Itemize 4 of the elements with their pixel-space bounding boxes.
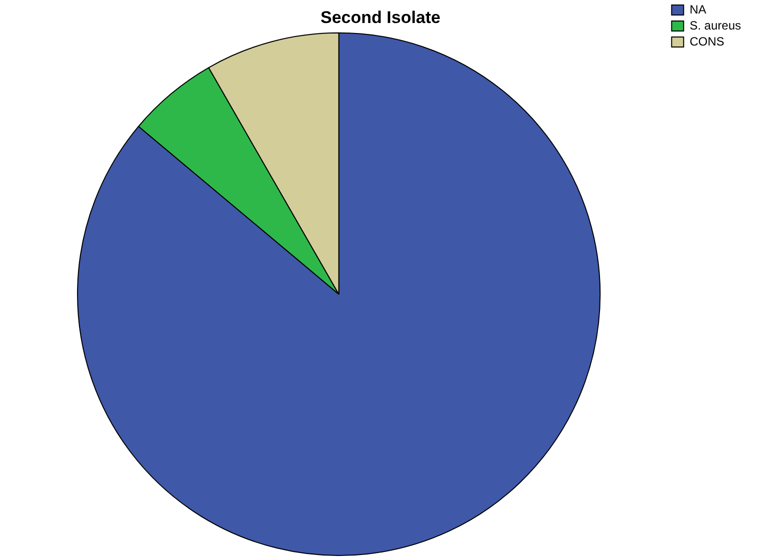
chart-title: Second Isolate bbox=[320, 8, 440, 27]
legend-label: NA bbox=[690, 2, 706, 16]
legend-label: S. aureus bbox=[690, 18, 742, 32]
legend-label: CONS bbox=[690, 34, 724, 48]
